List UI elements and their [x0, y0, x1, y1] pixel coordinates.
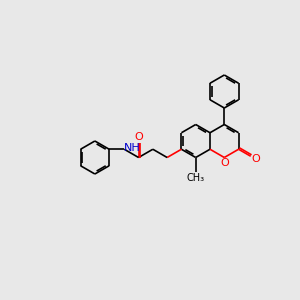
Text: O: O: [134, 132, 143, 142]
Text: CH₃: CH₃: [187, 172, 205, 182]
Text: NH: NH: [124, 143, 140, 153]
Text: O: O: [251, 154, 260, 164]
Text: O: O: [220, 158, 229, 168]
